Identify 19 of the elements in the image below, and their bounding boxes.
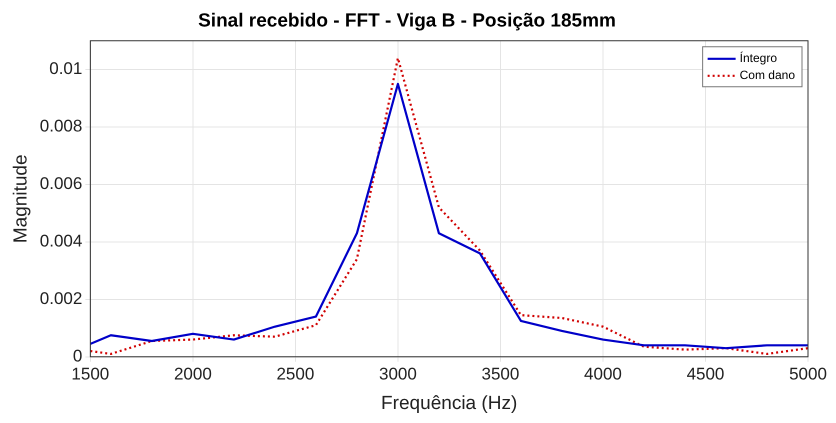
x-tick-label: 4000 — [584, 364, 622, 384]
x-axis-title: Frequência (Hz) — [381, 392, 518, 414]
chart-title: Sinal recebido - FFT - Viga B - Posição 185mm — [198, 10, 616, 32]
x-tick-label: 2000 — [174, 364, 212, 384]
y-tick-label: 0.01 — [49, 59, 82, 78]
y-tick-label: 0 — [72, 346, 82, 366]
x-tick-label: 3000 — [378, 364, 417, 384]
x-tick-label: 5000 — [789, 364, 827, 384]
legend-label: Com dano — [740, 68, 796, 82]
x-tick-label: 2500 — [276, 364, 314, 384]
y-tick-label: 0.006 — [40, 174, 82, 194]
y-axis-title: Magnitude — [10, 154, 32, 244]
y-tick-label: 0.002 — [40, 289, 82, 308]
x-tick-label: 3500 — [482, 364, 520, 384]
x-tick-label: 4500 — [686, 364, 724, 384]
x-tick-label: 1500 — [71, 364, 110, 384]
legend-label: Íntegro — [740, 51, 778, 66]
y-tick-label: 0.008 — [40, 116, 82, 136]
y-tick-label: 0.004 — [40, 232, 82, 251]
